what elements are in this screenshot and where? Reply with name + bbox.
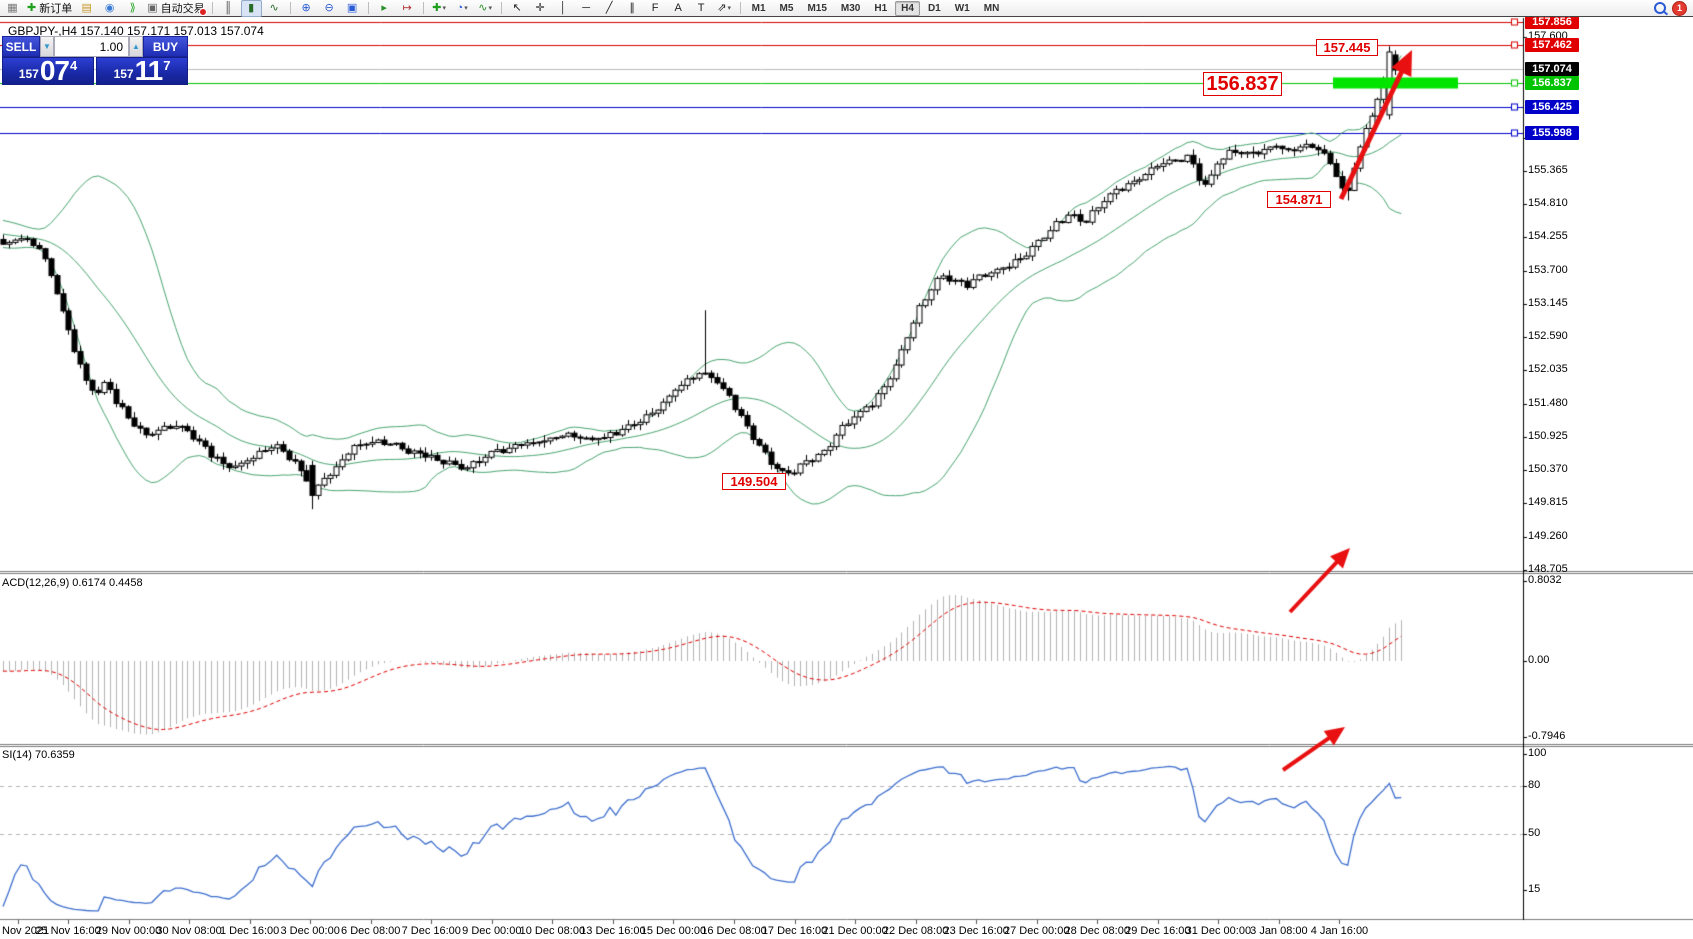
candlestick-chart-icon: ▮	[248, 1, 255, 14]
sell-price-prefix: 157	[18, 67, 39, 81]
chart-shift-icon: ↦	[402, 1, 412, 14]
templates-button: ∿	[478, 1, 488, 14]
zoom-out-icon[interactable]: ⊖	[319, 0, 340, 17]
bar-chart-icon: ║	[224, 1, 233, 14]
text-label-icon: T	[697, 1, 705, 14]
equidistant-channel-icon[interactable]: ∥	[622, 0, 643, 17]
trendline-icon: ╱	[605, 1, 613, 14]
timeframe-button-d1[interactable]: D1	[927, 2, 941, 14]
cursor-icon[interactable]: ↖	[507, 0, 528, 17]
horizontal-line-icon: ─	[582, 1, 591, 14]
tile-windows-icon[interactable]: ▣	[342, 0, 363, 17]
toolbar-separator	[367, 2, 369, 14]
new-order-button-label: 新订单	[39, 3, 73, 15]
autoscroll-icon: ▸	[381, 1, 387, 14]
bar-chart-icon[interactable]: ║	[218, 0, 239, 17]
autotrade-button[interactable]: ▣ 自动交易	[145, 0, 208, 17]
fibonacci-icon: F	[651, 1, 659, 14]
indicators-button[interactable]: ✚ ▾	[429, 0, 450, 17]
community-icon[interactable]: ◉	[99, 0, 120, 17]
signal-icon: ⟫	[129, 1, 136, 14]
sell-button[interactable]: SELL	[2, 36, 40, 57]
crosshair-icon[interactable]: ✛	[530, 0, 551, 17]
templates-button[interactable]: ∿ ▾	[475, 0, 496, 17]
timeframe-button-m1[interactable]: M1	[751, 2, 766, 14]
autotrade-button-label: 自动交易	[160, 3, 205, 15]
chevron-down-icon: ▾	[442, 5, 446, 12]
buy-price-big: 11	[134, 55, 164, 86]
toolbar-separator	[211, 2, 213, 14]
timeframe-button-m5[interactable]: M5	[779, 2, 794, 14]
timeframe-button-mn[interactable]: MN	[983, 2, 1000, 14]
community-icon: ◉	[104, 1, 115, 14]
new-order-button[interactable]: ✚ 新订单	[25, 0, 74, 17]
chevron-down-icon: ▾	[464, 5, 468, 12]
one-click-trading-widget: SELL ▼ 1.00 ▲ BUY 157 07 4 157 11 7	[2, 36, 188, 85]
vertical-line-icon: │	[559, 1, 567, 14]
volume-decrease-button[interactable]: ▼	[40, 36, 54, 57]
sell-price-big: 07	[39, 55, 70, 86]
buy-price-prefix: 157	[113, 67, 134, 81]
toolbar-separator	[500, 2, 502, 14]
toolbar-separator	[739, 2, 741, 14]
zoom-out-icon: ⊖	[324, 1, 334, 14]
autotrade-button: ▣	[147, 1, 158, 14]
timeframe-button-h1[interactable]: H1	[874, 2, 888, 14]
chart-windows-icon[interactable]: ▦	[2, 0, 23, 17]
arrows-icon[interactable]: ⇗ ▾	[714, 0, 735, 17]
trendline-icon[interactable]: ╱	[599, 0, 620, 17]
chart-shift-icon[interactable]: ↦	[397, 0, 418, 17]
signal-icon[interactable]: ⟫	[122, 0, 143, 17]
timeframe-button-w1[interactable]: W1	[954, 2, 970, 14]
search-icon[interactable]	[1654, 2, 1666, 14]
chart-windows-icon: ▦	[7, 1, 18, 14]
line-chart-icon: ∿	[269, 1, 279, 14]
chevron-down-icon: ▾	[488, 5, 492, 12]
notification-badge[interactable]: 1	[1672, 0, 1687, 16]
fibonacci-icon[interactable]: F	[645, 0, 666, 17]
equidistant-channel-icon: ∥	[629, 1, 635, 14]
buy-button[interactable]: BUY	[143, 36, 188, 57]
periods-button: ◔	[456, 1, 464, 14]
sell-price-display[interactable]: 157 07 4	[2, 57, 94, 85]
timeframe-button-m30[interactable]: M30	[840, 2, 861, 14]
price-callout-label[interactable]: 156.837	[1203, 72, 1282, 96]
price-callout-label[interactable]: 154.871	[1267, 191, 1331, 208]
arrows-icon: ⇗	[717, 1, 727, 14]
text-label-icon[interactable]: T	[691, 0, 712, 17]
cursor-icon: ↖	[512, 1, 522, 14]
market-watch-icon[interactable]: ▤	[76, 0, 97, 17]
volume-increase-button[interactable]: ▲	[129, 36, 143, 57]
chevron-down-icon: ▾	[727, 5, 731, 12]
indicators-button: ✚	[432, 1, 442, 14]
periods-button[interactable]: ◔ ▾	[452, 0, 473, 17]
text-icon[interactable]: A	[668, 0, 689, 17]
timeframe-button-m15[interactable]: M15	[807, 2, 827, 14]
vertical-line-icon[interactable]: │	[553, 0, 574, 17]
toolbar: ▦ ✚ 新订单 ▤ ◉ ⟫ ▣ 自动交易 ║ ▮ ∿ ⊕ ⊖ ▣ ▸ ↦ ✚ ▾ ◔ ▾ ∿ ▾ ↖ ✛ │ ─ ╱ ∥ F A T ⇗ ▾ M1…	[0, 0, 1693, 17]
price-callout-label[interactable]: 149.504	[722, 473, 786, 490]
candlestick-chart-icon[interactable]: ▮	[240, 0, 262, 17]
zoom-in-icon: ⊕	[301, 1, 311, 14]
horizontal-line-icon[interactable]: ─	[576, 0, 597, 17]
tile-windows-icon: ▣	[346, 1, 358, 14]
price-callout-label[interactable]: 157.445	[1316, 39, 1378, 56]
market-watch-icon: ▤	[81, 1, 92, 14]
timeframe-button-h4[interactable]: H4	[895, 0, 920, 16]
buy-price-sup: 7	[163, 58, 171, 73]
zoom-in-icon[interactable]: ⊕	[296, 0, 317, 17]
toolbar-separator	[422, 2, 424, 14]
text-icon: A	[674, 1, 682, 14]
line-chart-icon[interactable]: ∿	[264, 0, 285, 17]
toolbar-separator	[289, 2, 291, 14]
autoscroll-icon[interactable]: ▸	[374, 0, 395, 17]
sell-price-sup: 4	[69, 58, 78, 73]
new-order-button: ✚	[27, 1, 37, 14]
volume-input[interactable]: 1.00	[54, 36, 129, 57]
buy-price-display[interactable]: 157 11 7	[96, 57, 188, 85]
crosshair-icon: ✛	[535, 1, 545, 14]
